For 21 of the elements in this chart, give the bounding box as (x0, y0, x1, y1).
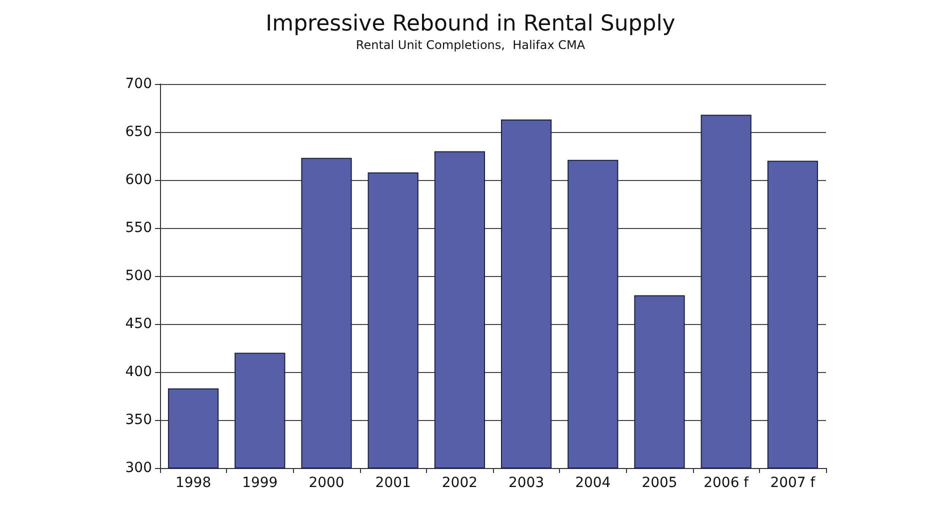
x-tick-label: 2001 (375, 475, 411, 491)
y-tick-label: 700 (125, 76, 152, 92)
y-tick-label: 650 (125, 124, 152, 140)
x-tick-label: 2005 (642, 475, 678, 491)
y-tick-label: 350 (125, 412, 152, 428)
x-tick-label: 1998 (175, 475, 212, 491)
x-tick-label: 1999 (242, 475, 278, 491)
y-tick-label: 550 (125, 220, 152, 236)
y-tick-label: 450 (125, 316, 152, 332)
x-tick-label: 2006 f (704, 475, 750, 491)
x-tick-label: 2007 f (770, 475, 816, 491)
y-tick-label: 500 (125, 268, 152, 284)
chart-title: Impressive Rebound in Rental Supply (266, 12, 676, 36)
y-tick-label: 400 (125, 364, 152, 380)
y-tick-label: 600 (125, 172, 152, 188)
x-tick-label: 2000 (308, 475, 344, 491)
chart-subtitle: Rental Unit Completions, Halifax CMA (356, 38, 586, 52)
x-tick-label: 2003 (508, 475, 544, 491)
x-tick-label: 2002 (442, 475, 478, 491)
x-tick-label: 2004 (575, 475, 611, 491)
y-tick-label: 300 (125, 460, 152, 476)
